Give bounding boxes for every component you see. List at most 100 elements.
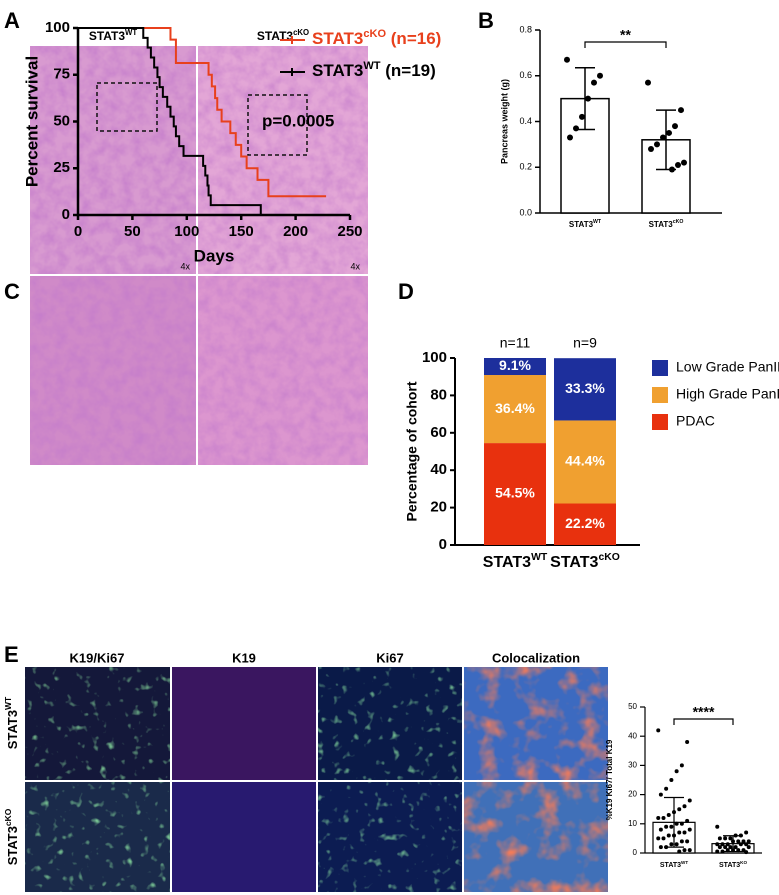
y-tick-label: 0 [439,536,447,553]
data-point [687,827,692,832]
data-point [658,792,663,797]
data-point [669,778,674,782]
data-point [658,827,663,832]
error-bar [664,796,684,848]
data-point [666,833,671,838]
image-row-label: STAT3cKO [3,808,20,865]
panel-label: E [4,642,19,667]
y-axis-label: Percent survival [22,56,41,187]
image-column-title: K19/Ki67 [70,650,125,665]
data-point [715,849,720,854]
data-point [720,842,725,847]
y-tick-label: 40 [628,731,637,740]
data-point [669,842,674,847]
data-point [717,845,722,850]
superscript: KO [740,860,747,865]
fluorescence-image [172,782,316,892]
y-tick-label: 0.0 [519,207,532,217]
value-label: 44.4% [565,453,605,469]
superscript: WT [681,860,688,865]
data-point [725,842,730,847]
panel-label: B [478,8,494,33]
data-point [744,830,749,835]
legend-label: STAT3cKO (n=16) [312,28,441,49]
data-point [687,798,692,803]
data-point [585,95,591,102]
image-column-title: Ki67 [376,650,403,665]
bar-segment [484,375,546,444]
data-point [678,107,684,114]
panel-label: C [4,279,20,304]
significance-label: ** [620,27,631,43]
data-point [728,836,733,841]
fluorescence-texture [318,667,462,780]
data-point [661,836,666,841]
data-point [579,113,585,120]
data-point [687,848,692,853]
superscript: cKO [3,808,13,826]
data-point [720,849,725,854]
legend-swatch [652,414,668,430]
value-label: 33.3% [565,380,605,396]
image-column-title: K19 [232,650,256,665]
fluorescence-image [172,667,316,780]
data-point [677,849,682,854]
x-tick-label: STAT3KO [719,860,747,869]
text-part: STAT3 [5,826,20,865]
data-point [658,845,663,850]
significance-bracket [584,41,667,48]
error-bar [575,66,595,131]
data-point [681,159,687,166]
y-tick-label: 25 [53,159,70,176]
magnification-label: 4x [350,261,360,271]
superscript: cKO [673,219,684,225]
x-tick-label: 0 [74,223,82,240]
data-point [685,839,690,844]
data-point [656,728,661,733]
data-point [746,839,751,844]
text-part: (n=19) [381,61,436,80]
legend-label: High Grade PanIN [676,386,779,402]
x-tick-label: STAT3WT [483,552,548,571]
significance-bracket [673,718,734,725]
y-tick-label: 0.8 [519,24,532,34]
microscopy-images [25,667,608,892]
data-point [679,839,684,844]
y-tick-label: 50 [53,112,70,129]
y-tick-label: 0 [633,848,638,857]
data-point [736,839,741,844]
x-axis-label: Days [194,246,235,265]
y-tick-label: 0.4 [519,116,532,126]
image-column-title: STAT3WT [89,28,138,44]
data-point [715,824,720,829]
text-part: (n=16) [386,29,441,48]
bar-top-label: n=11 [500,335,531,351]
text-part: STAT3 [312,29,363,48]
he-texture [30,46,196,274]
data-point [591,79,597,86]
data-point [661,815,666,820]
data-point [677,830,682,835]
data-point [723,836,728,841]
data-point [656,836,661,841]
x-tick-label: 100 [174,223,199,240]
text-part: STAT3 [89,29,126,43]
fluorescence-texture [318,782,462,892]
y-axis-label: Percentage of cohort [404,381,420,521]
data-point [685,818,690,823]
error-bar [656,109,676,171]
data-point [660,134,666,141]
data-point [723,845,728,850]
error-bar [723,835,743,853]
y-tick-label: 0 [62,206,70,223]
y-tick-label: 75 [53,66,70,83]
y-tick-label: 0.6 [519,70,532,80]
data-point [664,824,669,829]
legend-swatch [652,387,668,403]
data-point [733,845,738,850]
data-point [597,72,603,79]
data-point [564,56,570,63]
data-point [648,145,654,152]
data-point [744,850,749,855]
